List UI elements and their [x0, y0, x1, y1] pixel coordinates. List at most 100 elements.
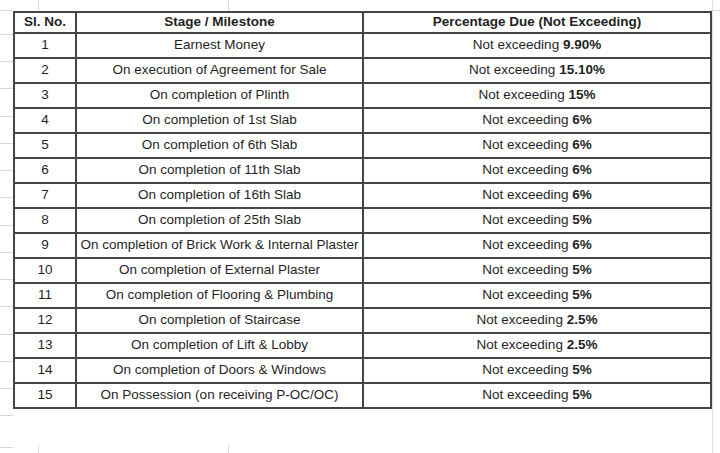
percentage-cell: Not exceeding 6%	[363, 108, 711, 133]
serial-number-cell: 2	[14, 58, 76, 83]
header-stage-milestone: Stage / Milestone	[76, 12, 363, 33]
excel-gridline	[0, 61, 13, 62]
percentage-prefix: Not exceeding	[482, 237, 572, 252]
percentage-value: 2.5%	[567, 312, 598, 327]
table-row: 5 On completion of 6th Slab Not exceedin…	[14, 133, 711, 158]
table-row: 10 On completion of External Plaster Not…	[14, 258, 711, 283]
percentage-cell: Not exceeding 6%	[363, 133, 711, 158]
percentage-prefix: Not exceeding	[482, 162, 572, 177]
table-row: 7 On completion of 16th Slab Not exceedi…	[14, 183, 711, 208]
percentage-cell: Not exceeding 5%	[363, 358, 711, 383]
excel-gridline	[0, 116, 13, 117]
percentage-prefix: Not exceeding	[477, 312, 567, 327]
excel-gridline	[228, 0, 229, 11]
excel-gridline	[0, 170, 13, 171]
stage-cell: On completion of Doors & Windows	[76, 358, 363, 383]
payment-schedule-table: Sl. No. Stage / Milestone Percentage Due…	[13, 11, 712, 409]
percentage-cell: Not exceeding 15%	[363, 83, 711, 108]
percentage-cell: Not exceeding 6%	[363, 183, 711, 208]
percentage-prefix: Not exceeding	[473, 37, 563, 52]
excel-gridline	[0, 415, 13, 416]
table-row: 14 On completion of Doors & Windows Not …	[14, 358, 711, 383]
percentage-cell: Not exceeding 2.5%	[363, 333, 711, 358]
percentage-cell: Not exceeding 5%	[363, 258, 711, 283]
stage-cell: On completion of Brick Work & Internal P…	[76, 233, 363, 258]
excel-gridline	[38, 0, 39, 11]
header-percentage-due: Percentage Due (Not Exceeding)	[363, 12, 711, 33]
percentage-value: 5%	[572, 212, 592, 227]
table-row: 9 On completion of Brick Work & Internal…	[14, 233, 711, 258]
percentage-value: 15.10%	[559, 62, 605, 77]
stage-cell: On completion of 11th Slab	[76, 158, 363, 183]
excel-gridline	[0, 388, 13, 389]
percentage-cell: Not exceeding 2.5%	[363, 308, 711, 333]
percentage-prefix: Not exceeding	[482, 187, 572, 202]
header-serial-number: Sl. No.	[14, 12, 76, 33]
serial-number-cell: 1	[14, 33, 76, 58]
percentage-cell: Not exceeding 6%	[363, 233, 711, 258]
stage-cell: On completion of 16th Slab	[76, 183, 363, 208]
excel-gridline	[0, 10, 13, 11]
serial-number-cell: 11	[14, 283, 76, 308]
excel-gridline	[0, 197, 13, 198]
percentage-value: 2.5%	[567, 337, 598, 352]
serial-number-cell: 8	[14, 208, 76, 233]
serial-number-cell: 13	[14, 333, 76, 358]
percentage-prefix: Not exceeding	[482, 287, 572, 302]
table-row: 8 On completion of 25th Slab Not exceedi…	[14, 208, 711, 233]
stage-cell: On completion of Lift & Lobby	[76, 333, 363, 358]
percentage-prefix: Not exceeding	[469, 62, 559, 77]
percentage-cell: Not exceeding 9.90%	[363, 33, 711, 58]
percentage-value: 5%	[572, 262, 592, 277]
table-header-row: Sl. No. Stage / Milestone Percentage Due…	[14, 12, 711, 33]
table-row: 11 On completion of Flooring & Plumbing …	[14, 283, 711, 308]
stage-cell: On completion of Flooring & Plumbing	[76, 283, 363, 308]
excel-gridline	[0, 334, 13, 335]
percentage-prefix: Not exceeding	[477, 337, 567, 352]
serial-number-cell: 9	[14, 233, 76, 258]
percentage-cell: Not exceeding 5%	[363, 383, 711, 408]
excel-gridline	[0, 361, 13, 362]
percentage-value: 6%	[572, 112, 592, 127]
percentage-value: 9.90%	[563, 37, 601, 52]
stage-cell: Earnest Money	[76, 33, 363, 58]
serial-number-cell: 4	[14, 108, 76, 133]
payment-schedule-screenshot: Sl. No. Stage / Milestone Percentage Due…	[0, 0, 720, 453]
stage-cell: On completion of External Plaster	[76, 258, 363, 283]
percentage-value: 6%	[572, 237, 592, 252]
stage-cell: On execution of Agreement for Sale	[76, 58, 363, 83]
percentage-prefix: Not exceeding	[482, 362, 572, 377]
percentage-prefix: Not exceeding	[482, 387, 572, 402]
excel-gridline	[0, 34, 13, 35]
table-row: 3 On completion of Plinth Not exceeding …	[14, 83, 711, 108]
percentage-cell: Not exceeding 5%	[363, 283, 711, 308]
excel-gridline	[228, 445, 229, 453]
serial-number-cell: 6	[14, 158, 76, 183]
percentage-value: 5%	[572, 362, 592, 377]
stage-cell: On completion of 1st Slab	[76, 108, 363, 133]
excel-gridline-right	[712, 0, 713, 453]
percentage-value: 6%	[572, 137, 592, 152]
table-row: 4 On completion of 1st Slab Not exceedin…	[14, 108, 711, 133]
stage-cell: On completion of 6th Slab	[76, 133, 363, 158]
excel-gridline	[0, 306, 13, 307]
table-row: 6 On completion of 11th Slab Not exceedi…	[14, 158, 711, 183]
excel-gridline	[38, 445, 39, 453]
excel-gridline	[0, 252, 13, 253]
excel-gridline	[0, 143, 13, 144]
stage-cell: On completion of Plinth	[76, 83, 363, 108]
excel-gridline	[0, 447, 13, 448]
serial-number-cell: 14	[14, 358, 76, 383]
excel-gridline	[0, 88, 13, 89]
percentage-value: 15%	[569, 87, 596, 102]
serial-number-cell: 5	[14, 133, 76, 158]
percentage-cell: Not exceeding 15.10%	[363, 58, 711, 83]
excel-gridline	[0, 225, 13, 226]
stage-cell: On completion of Staircase	[76, 308, 363, 333]
serial-number-cell: 7	[14, 183, 76, 208]
percentage-cell: Not exceeding 5%	[363, 208, 711, 233]
percentage-value: 6%	[572, 162, 592, 177]
table-row: 15 On Possession (on receiving P-OC/OC) …	[14, 383, 711, 408]
percentage-prefix: Not exceeding	[478, 87, 568, 102]
percentage-prefix: Not exceeding	[482, 137, 572, 152]
